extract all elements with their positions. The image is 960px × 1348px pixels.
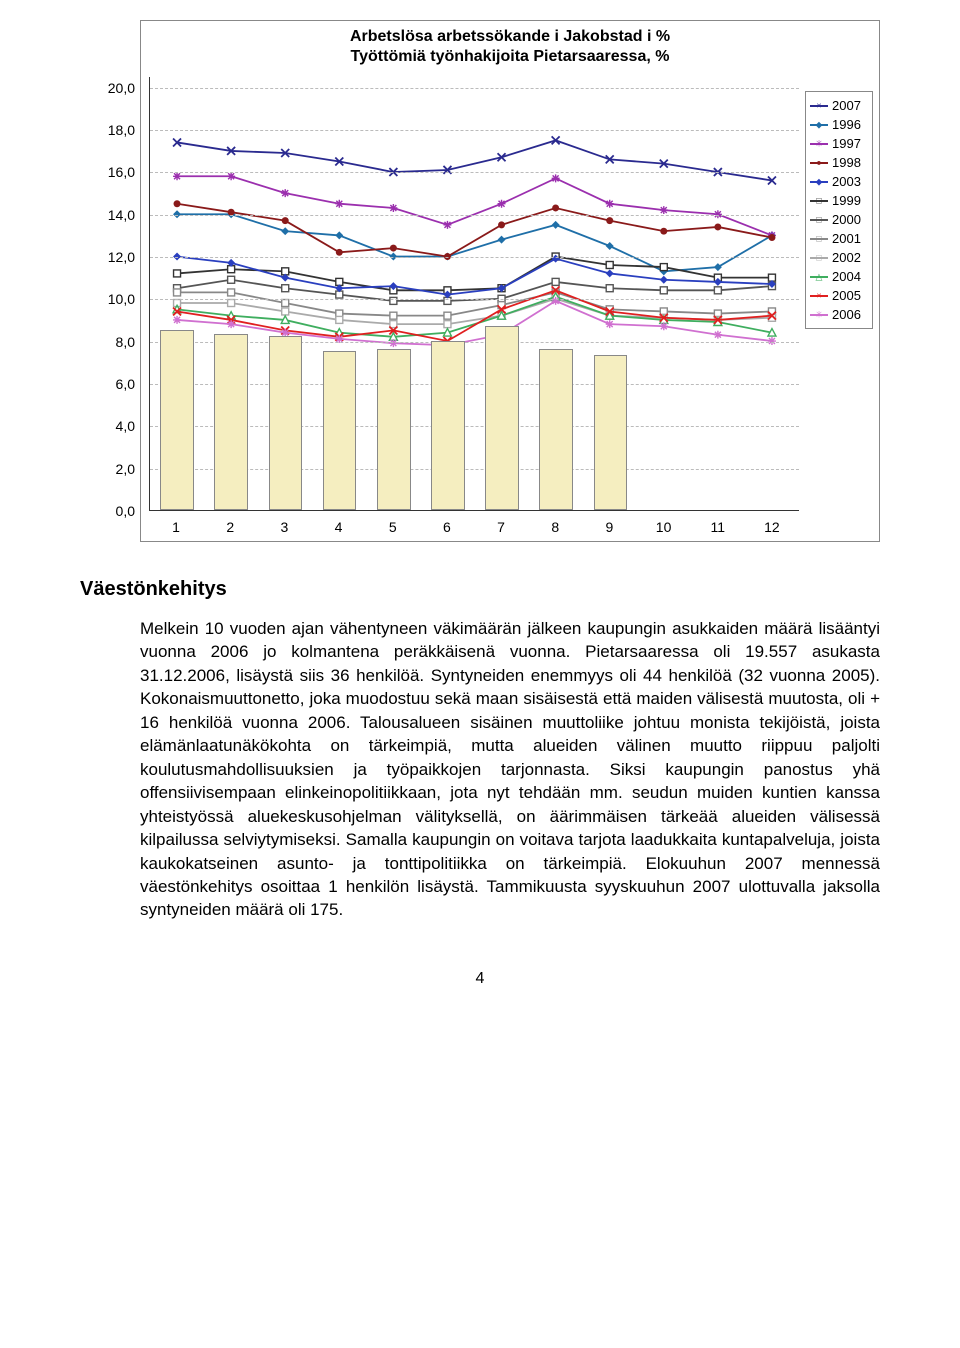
y-tick-label: 20,0 [108,80,135,96]
legend-label: 2007 [832,98,861,113]
legend-label: 2000 [832,212,861,227]
legend-label: 1997 [832,136,861,151]
bar [160,330,194,510]
body-paragraph: Melkein 10 vuoden ajan vähentyneen väkim… [140,617,880,922]
legend-item: △2004 [808,267,870,286]
x-tick-label: 4 [335,519,343,535]
x-tick-label: 12 [764,519,780,535]
legend-label: 1998 [832,155,861,170]
y-tick-label: 8,0 [116,334,135,350]
legend-label: 2004 [832,269,861,284]
legend-item: ✳1997 [808,134,870,153]
x-tick-label: 9 [606,519,614,535]
legend-item: ✳2006 [808,305,870,324]
bar [594,355,628,510]
y-tick-label: 12,0 [108,249,135,265]
legend-item: □2002 [808,248,870,267]
chart-title-line2: Työttömiä työnhakijoita Pietarsaaressa, … [141,47,879,67]
legend-label: 1996 [832,117,861,132]
y-tick-label: 6,0 [116,376,135,392]
x-tick-label: 1 [172,519,180,535]
legend-label: 2005 [832,288,861,303]
bar [323,351,357,510]
x-tick-label: 6 [443,519,451,535]
legend-item: ×2007 [808,96,870,115]
y-tick-label: 10,0 [108,291,135,307]
y-tick-label: 4,0 [116,418,135,434]
plot-area [149,77,799,511]
legend-item: □2001 [808,229,870,248]
y-tick-label: 18,0 [108,122,135,138]
unemployment-chart: Arbetslösa arbetssökande i Jakobstad i %… [140,20,880,542]
legend-item: ◆2003 [808,172,870,191]
chart-legend: ×2007◆1996✳1997●1998◆2003□1999□2000□2001… [805,91,873,329]
legend-item: ◆1996 [808,115,870,134]
bar [431,341,465,510]
y-tick-label: 16,0 [108,164,135,180]
y-tick-label: 0,0 [116,503,135,519]
bar [269,336,303,510]
legend-item: □2000 [808,210,870,229]
page-number: 4 [80,970,880,988]
x-tick-label: 2 [226,519,234,535]
x-tick-label: 7 [497,519,505,535]
legend-label: 2002 [832,250,861,265]
x-tick-label: 5 [389,519,397,535]
bar [539,349,573,510]
section-heading: Väestönkehitys [80,578,880,601]
chart-title: Arbetslösa arbetssökande i Jakobstad i %… [141,21,879,71]
bar [485,326,519,510]
y-tick-label: 2,0 [116,461,135,477]
legend-label: 2001 [832,231,861,246]
chart-title-line1: Arbetslösa arbetssökande i Jakobstad i % [141,27,879,47]
legend-item: ×2005 [808,286,870,305]
legend-item: ●1998 [808,153,870,172]
x-tick-label: 8 [551,519,559,535]
legend-label: 2006 [832,307,861,322]
x-tick-label: 11 [710,519,725,535]
legend-label: 2003 [832,174,861,189]
legend-label: 1999 [832,193,861,208]
y-tick-label: 14,0 [108,207,135,223]
legend-item: □1999 [808,191,870,210]
x-tick-label: 3 [281,519,289,535]
bar [377,349,411,510]
bar [214,334,248,510]
y-axis-labels: 0,02,04,06,08,010,012,014,016,018,020,0 [95,77,135,511]
x-tick-label: 10 [656,519,672,535]
